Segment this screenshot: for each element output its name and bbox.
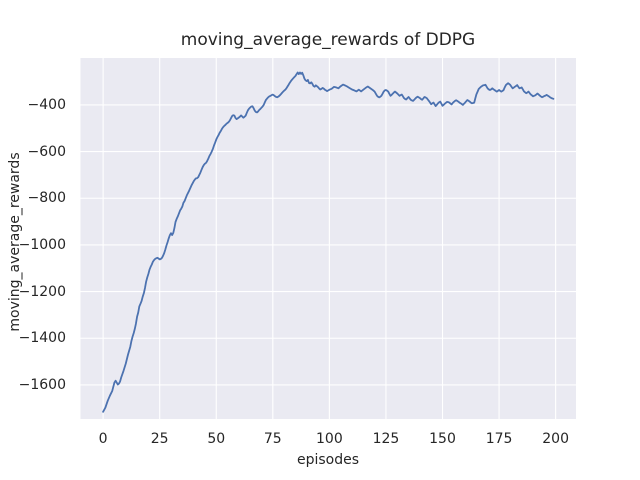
x-axis-label: episodes: [296, 452, 360, 468]
y-axis-label: moving_average_rewards: [7, 152, 23, 332]
chart-title: moving_average_rewards of DDPG: [180, 30, 476, 50]
reward-line-ddpg: [102, 71, 555, 413]
plot-area: [80, 58, 576, 419]
